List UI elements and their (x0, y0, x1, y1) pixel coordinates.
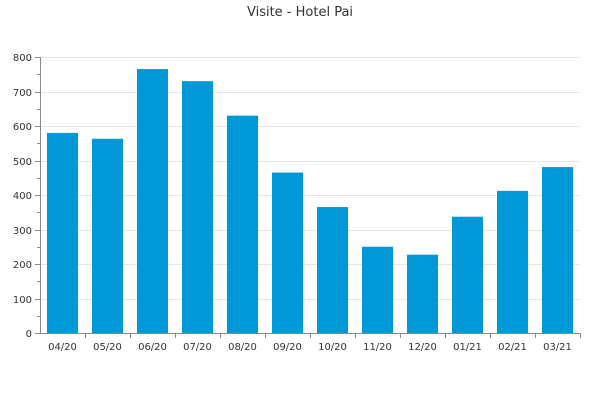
y-tick-label: 0 (26, 329, 32, 340)
bar-07-20[interactable] (181, 81, 214, 334)
chart-title: Visite - Hotel Pai (247, 5, 353, 20)
x-axis-tick-labels: 04/20 05/20 06/20 07/20 08/20 09/20 10/20 11/20… (48, 342, 572, 353)
grid-lines (40, 57, 580, 300)
bar-05-20[interactable] (91, 138, 124, 333)
x-tick-label: 05/20 (93, 342, 122, 353)
y-tick-label: 200 (13, 260, 32, 271)
x-tick-label: 08/20 (228, 342, 257, 353)
x-tick-label: 12/20 (408, 342, 437, 353)
y-tick-label: 300 (13, 226, 32, 237)
y-tick-label: 400 (13, 191, 32, 202)
bar-04-20[interactable] (46, 132, 79, 333)
y-axis-tick-labels: 0 100 200 300 400 500 600 700 800 (13, 53, 32, 340)
bar-03-21[interactable] (541, 167, 574, 333)
y-tick-label: 700 (13, 88, 32, 99)
axes (35, 57, 581, 338)
x-tick-label: 06/20 (138, 342, 167, 353)
x-tick-label: 02/21 (498, 342, 527, 353)
x-tick-label: 09/20 (273, 342, 302, 353)
bar-02-21[interactable] (496, 190, 529, 333)
x-tick-label: 04/20 (48, 342, 77, 353)
bar-11-20[interactable] (361, 246, 394, 333)
y-tick-label: 600 (13, 122, 32, 133)
bar-01-21[interactable] (451, 216, 484, 333)
bar-12-20[interactable] (406, 254, 439, 333)
bar-09-20[interactable] (271, 172, 304, 333)
bar-08-20[interactable] (226, 115, 259, 334)
x-tick-label: 07/20 (183, 342, 212, 353)
bars (46, 69, 574, 334)
x-tick-label: 10/20 (318, 342, 347, 353)
y-tick-label: 500 (13, 157, 32, 168)
x-tick-label: 03/21 (543, 342, 572, 353)
x-tick-label: 01/21 (453, 342, 482, 353)
x-tick-label: 11/20 (363, 342, 392, 353)
bar-06-20[interactable] (136, 69, 169, 333)
y-tick-label: 800 (13, 53, 32, 64)
y-tick-label: 100 (13, 295, 32, 306)
bar-10-20[interactable] (316, 207, 349, 333)
